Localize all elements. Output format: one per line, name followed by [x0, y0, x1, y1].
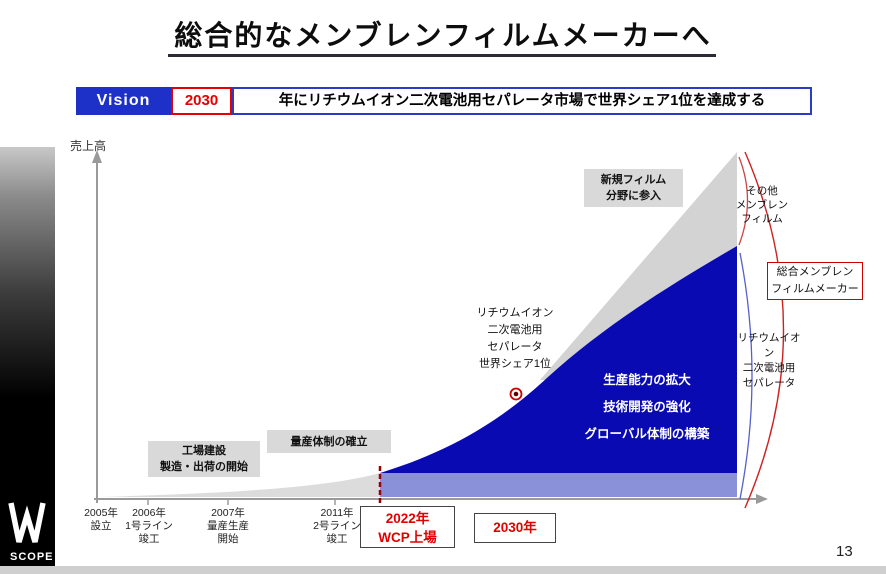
goal-line: 生産能力の拡大 [603, 373, 691, 387]
milestone-line: 2号ライン [313, 520, 361, 532]
milestone-line: 開始 [217, 533, 239, 545]
world-share-line: 世界シェア1位 [478, 358, 552, 370]
world-share-marker [509, 387, 523, 401]
factory-annotation-line: 製造・出荷の開始 [160, 461, 248, 473]
milestone-line: 竣工 [138, 533, 160, 545]
milestone-2011: 2011年 2号ライン 竣工 [307, 507, 367, 546]
milestone-2006: 2006年 1号ライン 竣工 [119, 507, 179, 546]
milestone-2022-ipo-box: 2022年 WCP上場 [360, 506, 455, 548]
milestone-line: 竣工 [326, 533, 348, 545]
world-share-line: 二次電池用 [487, 324, 543, 336]
world-share-annotation: リチウムイオン 二次電池用 セパレータ 世界シェア1位 [459, 305, 571, 373]
new-film-line: 分野に参入 [606, 190, 661, 202]
vision-statement-box: 年にリチウムイオン二次電池用セパレータ市場で世界シェア1位を達成する [232, 87, 812, 115]
brand-sidebar [0, 147, 55, 566]
brand-text: SCOPE [10, 551, 54, 563]
new-film-line: 新規フィルム [600, 174, 667, 186]
lib-separator-line: 二次電池用 [742, 362, 796, 374]
factory-annotation-line: 工場建設 [182, 445, 226, 457]
integrated-maker-box: 総合メンブレン フィルムメーカー [767, 262, 863, 300]
milestone-2030-box: 2030年 [474, 513, 556, 543]
integrated-maker-line: フィルムメーカー [771, 283, 859, 295]
y-axis-label: 売上高 [70, 139, 107, 153]
other-membrane-label: その他 メンブレン フィルム [731, 184, 793, 226]
goal-line: 技術開発の強化 [603, 400, 691, 414]
mass-production-line: 量産体制の確立 [290, 435, 368, 448]
ipo-line: 2022年 [385, 511, 430, 526]
milestone-line: 2011年 [320, 507, 354, 519]
mass-production-annotation: 量産体制の確立 [267, 430, 391, 453]
vision-year-box: 2030 [171, 87, 232, 115]
lib-separator-label: リチウムイオン 二次電池用 セパレータ [733, 331, 805, 391]
ipo-line: WCP上場 [378, 530, 437, 545]
page-title: 総合的なメンブレンフィルムメーカーへ [174, 20, 712, 51]
lib-separator-line: セパレータ [742, 377, 796, 389]
milestone-2005: 2005年 設立 [72, 507, 130, 533]
milestone-line: 2006年 [132, 507, 166, 519]
page-number: 13 [836, 543, 853, 560]
base-band-shape [380, 473, 737, 497]
other-membrane-line: フィルム [741, 213, 783, 225]
goal-line: グローバル体制の構築 [584, 427, 710, 441]
milestone-line: 量産生産 [207, 520, 249, 532]
other-membrane-line: その他 [746, 185, 778, 197]
milestone-line: 2007年 [211, 507, 245, 519]
factory-annotation: 工場建設 製造・出荷の開始 [148, 441, 260, 477]
wscope-logo-mark [8, 502, 46, 543]
world-share-marker-dot [513, 391, 519, 397]
other-membrane-line: メンブレン [735, 199, 789, 211]
lib-separator-line: リチウムイオン [737, 332, 801, 359]
vision-label: Vision [76, 87, 171, 115]
milestone-2007: 2007年 量産生産 開始 [196, 507, 260, 546]
milestone-line: 設立 [90, 520, 112, 532]
footer-strip [0, 566, 886, 574]
milestone-line: 1号ライン [125, 520, 173, 532]
milestone-line: 2005年 [84, 507, 118, 519]
title-underline [168, 54, 716, 57]
x-axis-arrow-icon [756, 494, 768, 504]
integrated-maker-line: 総合メンブレン [776, 266, 854, 278]
new-film-annotation: 新規フィルム 分野に参入 [584, 169, 683, 207]
world-share-line: リチウムイオン [476, 307, 554, 319]
growth-goals: 生産能力の拡大 技術開発の強化 グローバル体制の構築 [577, 367, 717, 448]
wscope-logo-icon [8, 502, 46, 543]
world-share-line: セパレータ [487, 341, 543, 353]
